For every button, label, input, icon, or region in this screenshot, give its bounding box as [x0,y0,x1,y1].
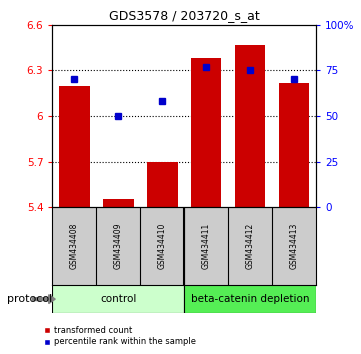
Legend: transformed count, percentile rank within the sample: transformed count, percentile rank withi… [40,322,199,350]
Bar [96,207,140,285]
Text: GSM434411: GSM434411 [201,223,210,269]
Text: GSM434409: GSM434409 [114,223,123,269]
Bar [235,45,265,207]
Bar [184,207,228,285]
Bar [103,200,134,207]
Bar [272,207,316,285]
Bar [279,82,309,207]
Text: GSM434410: GSM434410 [158,223,167,269]
Text: control: control [100,294,136,304]
Bar [184,285,316,313]
Text: GSM434412: GSM434412 [245,223,255,269]
Bar [140,207,184,285]
Bar [147,161,178,207]
Bar [228,207,272,285]
Text: protocol: protocol [7,294,52,304]
Text: GSM434413: GSM434413 [290,223,299,269]
Bar [191,58,221,207]
Bar [59,86,90,207]
Bar [52,207,96,285]
Title: GDS3578 / 203720_s_at: GDS3578 / 203720_s_at [109,9,260,22]
Text: beta-catenin depletion: beta-catenin depletion [191,294,309,304]
Bar [52,285,184,313]
Text: GSM434408: GSM434408 [70,223,79,269]
